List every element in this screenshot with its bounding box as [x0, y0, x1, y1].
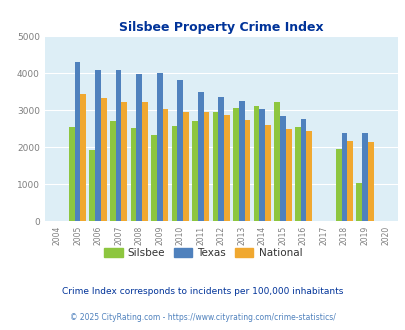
Bar: [294, 127, 300, 221]
Text: Crime Index corresponds to incidents per 100,000 inhabitants: Crime Index corresponds to incidents per…: [62, 287, 343, 296]
Bar: [218, 97, 224, 221]
Bar: [89, 150, 95, 221]
Bar: [136, 74, 142, 221]
Bar: [285, 129, 291, 221]
Bar: [305, 131, 311, 221]
Bar: [203, 113, 209, 221]
Bar: [192, 120, 197, 221]
Bar: [151, 135, 156, 221]
Bar: [156, 73, 162, 221]
Bar: [110, 120, 115, 221]
Bar: [274, 102, 279, 221]
Bar: [130, 128, 136, 221]
Bar: [162, 109, 168, 221]
Bar: [121, 102, 127, 221]
Bar: [95, 70, 101, 221]
Bar: [253, 106, 259, 221]
Bar: [335, 148, 341, 221]
Bar: [347, 141, 352, 221]
Title: Silsbee Property Crime Index: Silsbee Property Crime Index: [119, 21, 323, 34]
Bar: [264, 125, 270, 221]
Bar: [361, 133, 367, 221]
Bar: [212, 112, 218, 221]
Text: © 2025 CityRating.com - https://www.cityrating.com/crime-statistics/: © 2025 CityRating.com - https://www.city…: [70, 313, 335, 322]
Bar: [300, 119, 305, 221]
Bar: [142, 102, 147, 221]
Legend: Silsbee, Texas, National: Silsbee, Texas, National: [99, 244, 306, 262]
Bar: [232, 108, 238, 221]
Bar: [197, 92, 203, 221]
Bar: [367, 142, 373, 221]
Bar: [80, 94, 86, 221]
Bar: [238, 101, 244, 221]
Bar: [183, 112, 188, 221]
Bar: [341, 133, 347, 221]
Bar: [69, 127, 75, 221]
Bar: [75, 62, 80, 221]
Bar: [177, 80, 183, 221]
Bar: [244, 120, 250, 221]
Bar: [279, 116, 285, 221]
Bar: [101, 98, 107, 221]
Bar: [171, 126, 177, 221]
Bar: [259, 109, 264, 221]
Bar: [356, 183, 361, 221]
Bar: [115, 70, 121, 221]
Bar: [224, 115, 229, 221]
